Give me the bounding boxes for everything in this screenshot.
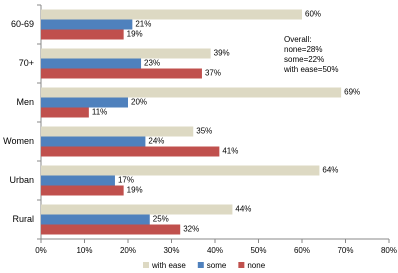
y-tick-label: Women [3,136,34,146]
bar [41,214,150,225]
x-tick-label: 50% [250,246,266,255]
bar [41,126,194,137]
bar [41,48,211,59]
value-label: 24% [148,137,164,146]
value-label: 64% [322,166,338,175]
x-tick-label: 70% [337,246,353,255]
value-label: 19% [127,30,143,39]
bar [41,58,142,69]
legend-swatch [238,262,245,268]
legend-label: none [247,261,265,270]
bar [41,175,115,186]
legend-swatch [143,262,149,268]
bar [41,165,320,176]
value-label: 25% [153,215,169,224]
y-tick-label: 70+ [19,58,34,68]
bar [41,107,89,118]
annotation: some=22% [284,55,324,64]
x-tick-label: 0% [35,246,47,255]
value-label: 44% [235,205,251,214]
bar [41,87,342,98]
bar [41,146,220,157]
value-label: 41% [222,147,238,156]
bar [41,29,124,40]
y-tick-label: 60-69 [11,19,34,29]
value-label: 69% [344,88,360,97]
x-tick-label: 20% [120,246,136,255]
value-label: 37% [205,69,221,78]
annotation: none=28% [284,45,322,54]
legend-swatch [197,262,204,268]
annotation: with ease=50% [283,65,338,74]
annotation: Overall: [284,35,312,44]
value-label: 23% [144,59,160,68]
x-tick-label: 60% [294,246,310,255]
bar [41,68,202,79]
x-tick-label: 80% [381,246,397,255]
bar [41,9,302,20]
value-label: 32% [183,225,199,234]
value-label: 39% [214,49,230,58]
legend-label: with ease [151,261,186,270]
legend-label: some [207,261,227,270]
y-tick-label: Men [16,97,34,107]
value-label: 35% [196,127,212,136]
value-label: 19% [127,186,143,195]
bar [41,224,181,235]
y-tick-label: Urban [9,175,34,185]
x-tick-label: 10% [76,246,92,255]
value-label: 17% [118,176,134,185]
value-label: 21% [135,20,151,29]
bar [41,97,128,108]
value-label: 11% [92,108,107,117]
x-tick-label: 40% [207,246,223,255]
x-tick-label: 30% [163,246,179,255]
bar [41,185,124,196]
y-tick-label: Rural [12,214,34,224]
bar [41,204,233,215]
value-label: 20% [131,98,147,107]
bar [41,136,146,147]
value-label: 60% [305,10,321,19]
bar [41,19,133,30]
